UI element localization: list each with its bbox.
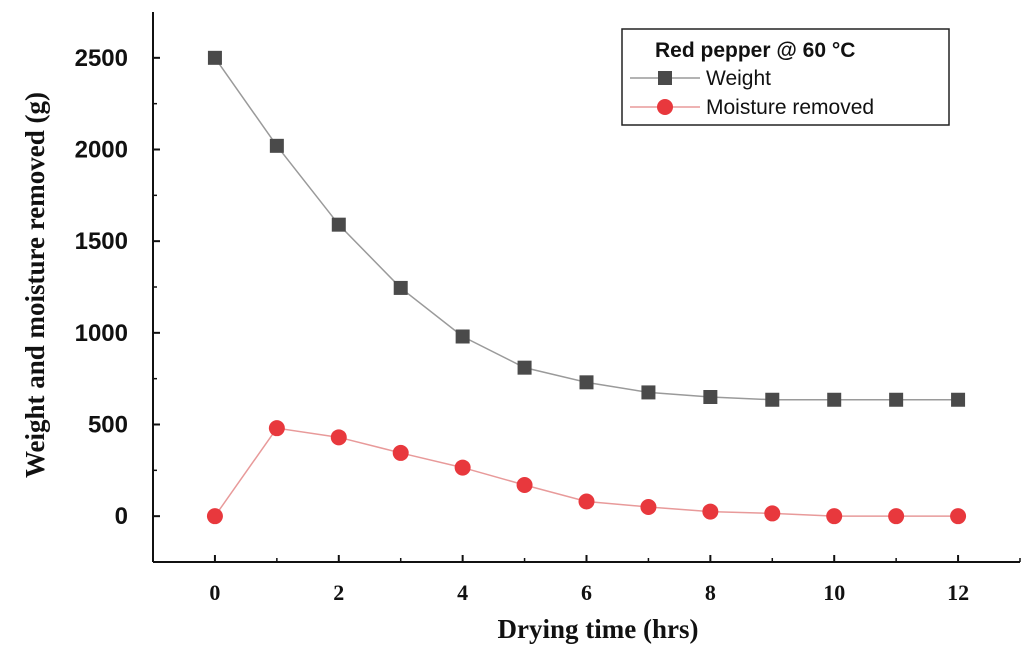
data-point (579, 375, 594, 390)
legend-label: Moisture removed (706, 96, 874, 119)
data-point (206, 508, 223, 525)
x-tick-label: 2 (333, 580, 344, 605)
y-tick-label: 1500 (75, 228, 128, 255)
data-point (827, 392, 842, 407)
x-tick-label: 4 (457, 580, 468, 605)
data-point (269, 138, 284, 153)
data-point (331, 217, 346, 232)
y-axis-title: Weight and moisture removed (g) (20, 92, 50, 478)
data-point (951, 392, 966, 407)
series-weight (207, 50, 966, 407)
data-point (578, 493, 595, 510)
x-tick-label: 10 (823, 580, 845, 605)
legend-marker (658, 71, 672, 85)
data-point (950, 508, 967, 525)
series-layer (206, 50, 967, 525)
legend-box (621, 28, 950, 126)
legend-label: Weight (706, 67, 771, 90)
data-point (268, 420, 285, 437)
data-point (702, 503, 719, 520)
y-tick-label: 0 (115, 503, 128, 530)
data-point (330, 429, 347, 446)
data-point (826, 508, 843, 525)
data-point (516, 477, 533, 493)
x-tick-label: 12 (947, 580, 969, 605)
x-axis-ticks: 0 2 4 6 8 10 12 (152, 555, 1021, 605)
data-point (764, 505, 781, 522)
data-point (393, 280, 408, 295)
data-point (207, 50, 222, 65)
legend-title: Red pepper @ 60 °C (655, 39, 855, 62)
data-point (455, 329, 470, 344)
data-point (888, 508, 905, 525)
y-axis-ticks: 0 500 1000 1500 2000 2500 (75, 45, 160, 530)
series-moisture-removed (206, 420, 967, 525)
data-point (454, 459, 471, 476)
data-point (703, 390, 718, 404)
y-tick-label: 2000 (75, 137, 128, 164)
legend-item: Weight (630, 67, 771, 90)
data-point (889, 392, 904, 407)
x-tick-label: 8 (705, 580, 716, 605)
x-tick-label: 0 (209, 580, 220, 605)
legend: Red pepper @ 60 °C Weight Moisture remove… (621, 28, 950, 126)
data-point (392, 444, 409, 461)
y-tick-label: 2500 (75, 45, 128, 72)
x-tick-label: 6 (581, 580, 592, 605)
data-point (640, 499, 657, 515)
y-tick-label: 1000 (75, 320, 128, 347)
legend-item: Moisture removed (630, 96, 874, 119)
y-tick-label: 500 (88, 412, 128, 439)
x-axis-title: Drying time (hrs) (498, 614, 699, 644)
data-point (517, 360, 532, 375)
data-point (765, 392, 780, 407)
data-point (641, 385, 656, 400)
legend-marker (657, 99, 673, 115)
